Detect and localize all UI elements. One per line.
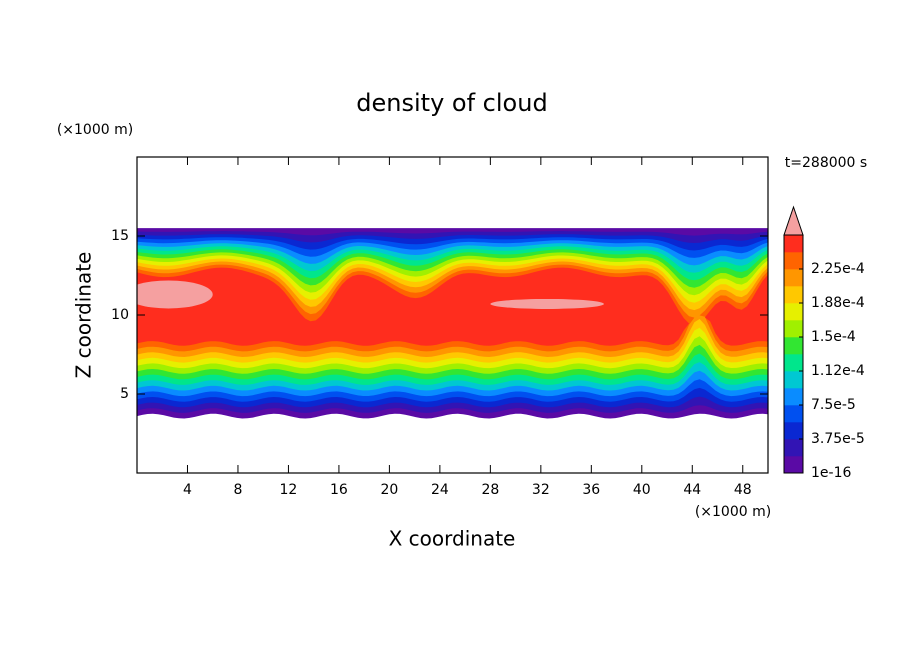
x-tick-label: 44 bbox=[683, 482, 701, 498]
colorbar-band bbox=[784, 354, 803, 372]
colorbar-band bbox=[784, 388, 803, 406]
colorbar-band bbox=[784, 371, 803, 389]
colorbar-tick-label: 1.88e-4 bbox=[811, 295, 865, 311]
colorbar-frame bbox=[783, 234, 804, 474]
colorbar-tick-label: 3.75e-5 bbox=[811, 431, 865, 447]
x-axis-label: X coordinate bbox=[389, 527, 516, 551]
x-tick-label: 16 bbox=[330, 482, 348, 498]
chart-title: density of cloud bbox=[356, 89, 547, 117]
colorbar-band bbox=[784, 252, 803, 270]
colorbar-band bbox=[784, 337, 803, 355]
colorbar-band bbox=[784, 456, 803, 474]
time-label: t=288000 s bbox=[785, 155, 867, 171]
x-tick-label: 40 bbox=[633, 482, 651, 498]
x-tick-label: 4 bbox=[183, 482, 192, 498]
colorbar-extension bbox=[783, 205, 804, 236]
x-tick-label: 36 bbox=[582, 482, 600, 498]
colorbar-band bbox=[784, 422, 803, 440]
colorbar-tick-label: 2.25e-4 bbox=[811, 261, 865, 277]
colorbar-band bbox=[784, 439, 803, 457]
y-axis-label: Z coordinate bbox=[72, 252, 96, 379]
colorbar-band bbox=[784, 286, 803, 304]
x-unit: (×1000 m) bbox=[695, 504, 771, 520]
x-tick-label: 12 bbox=[280, 482, 298, 498]
x-tick-label: 8 bbox=[233, 482, 242, 498]
x-tick-label: 28 bbox=[481, 482, 499, 498]
colorbar-band bbox=[784, 269, 803, 287]
y-tick-label: 10 bbox=[111, 307, 129, 323]
x-tick-label: 32 bbox=[532, 482, 550, 498]
contour-band bbox=[490, 298, 604, 309]
contour-band bbox=[137, 280, 213, 309]
colorbar-tick-label: 7.5e-5 bbox=[811, 397, 856, 413]
colorbar-band bbox=[784, 303, 803, 321]
y-tick-label: 15 bbox=[111, 228, 129, 244]
x-tick-label: 20 bbox=[380, 482, 398, 498]
colorbar-band bbox=[784, 405, 803, 423]
x-tick-label: 24 bbox=[431, 482, 449, 498]
y-tick-label: 5 bbox=[120, 386, 129, 402]
y-unit: (×1000 m) bbox=[57, 122, 133, 138]
colorbar-band bbox=[784, 235, 803, 253]
colorbar-band bbox=[784, 320, 803, 338]
contour-band bbox=[137, 267, 768, 346]
colorbar-tick-label: 1e-16 bbox=[811, 465, 851, 481]
contour-field bbox=[137, 228, 768, 419]
colorbar-tick-label: 1.5e-4 bbox=[811, 329, 856, 345]
x-tick-label: 48 bbox=[734, 482, 752, 498]
colorbar-tick-label: 1.12e-4 bbox=[811, 363, 865, 379]
